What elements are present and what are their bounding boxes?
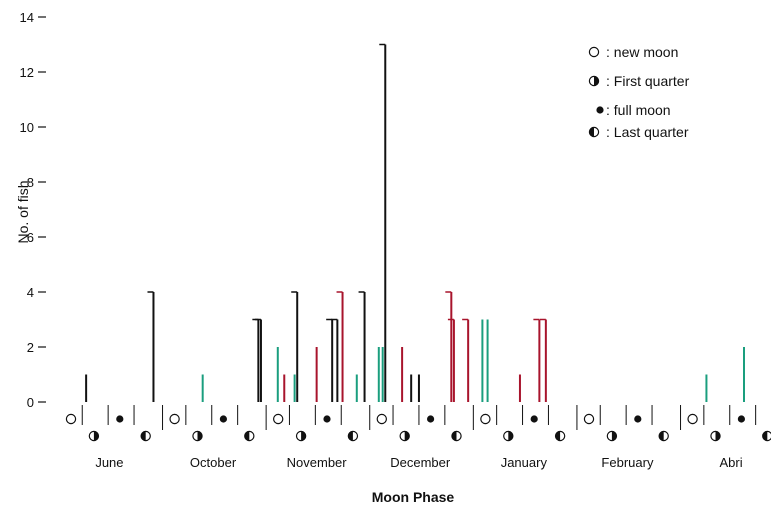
full-moon-icon: [530, 415, 538, 423]
new-moon-icon: [169, 413, 180, 425]
full-moon-icon: [116, 415, 124, 423]
last-moon-icon: [244, 430, 255, 442]
full-moon-icon: [219, 415, 227, 423]
y-axis-title: No. of fish: [15, 180, 31, 243]
first-moon-icon: [588, 75, 600, 87]
y-tick-label: 12: [20, 65, 34, 80]
y-tick-label: 14: [20, 10, 34, 25]
last-moon-icon: [658, 430, 669, 442]
new-moon-icon: [65, 413, 77, 425]
month-label: October: [190, 455, 237, 470]
new-moon-icon: [480, 413, 491, 425]
last-moon-icon: [451, 430, 462, 442]
first-moon-icon: [710, 430, 721, 442]
full-moon-icon: [596, 106, 604, 114]
first-moon-icon: [295, 430, 307, 442]
first-moon-icon: [503, 430, 514, 442]
month-label: February: [601, 455, 654, 470]
last-moon-icon: [762, 430, 771, 442]
full-moon-icon: [427, 415, 435, 423]
month-label: January: [501, 455, 548, 470]
new-moon-icon: [273, 413, 284, 425]
last-moon-icon: [140, 430, 151, 442]
y-tick-label: 2: [27, 340, 34, 355]
first-moon-icon: [399, 430, 410, 442]
new-moon-icon: [588, 46, 600, 58]
full-moon-icon: [323, 415, 331, 423]
y-tick-label: 4: [27, 285, 34, 300]
last-moon-icon: [554, 430, 566, 442]
new-moon-icon: [376, 413, 387, 425]
y-tick-label: 8: [27, 175, 34, 190]
legend-label: : First quarter: [606, 73, 690, 89]
y-tick-label: 0: [27, 395, 34, 410]
full-moon-icon: [634, 415, 642, 423]
full-moon-icon: [737, 415, 746, 423]
legend-label: : Last quarter: [606, 124, 689, 140]
x-axis-title: Moon Phase: [372, 489, 455, 505]
month-label: December: [390, 455, 451, 470]
month-label: November: [287, 455, 348, 470]
new-moon-icon: [583, 413, 595, 425]
first-moon-icon: [192, 430, 203, 442]
month-label: Abri: [719, 455, 742, 470]
y-tick-label: 10: [20, 120, 34, 135]
y-tick-label: 6: [27, 230, 34, 245]
month-label: June: [95, 455, 123, 470]
legend-label: : full moon: [606, 102, 671, 118]
first-moon-icon: [606, 430, 618, 442]
last-moon-icon: [347, 430, 359, 442]
new-moon-icon: [687, 413, 698, 425]
legend-label: : new moon: [606, 44, 678, 60]
first-moon-icon: [88, 430, 100, 442]
last-moon-icon: [588, 126, 600, 138]
